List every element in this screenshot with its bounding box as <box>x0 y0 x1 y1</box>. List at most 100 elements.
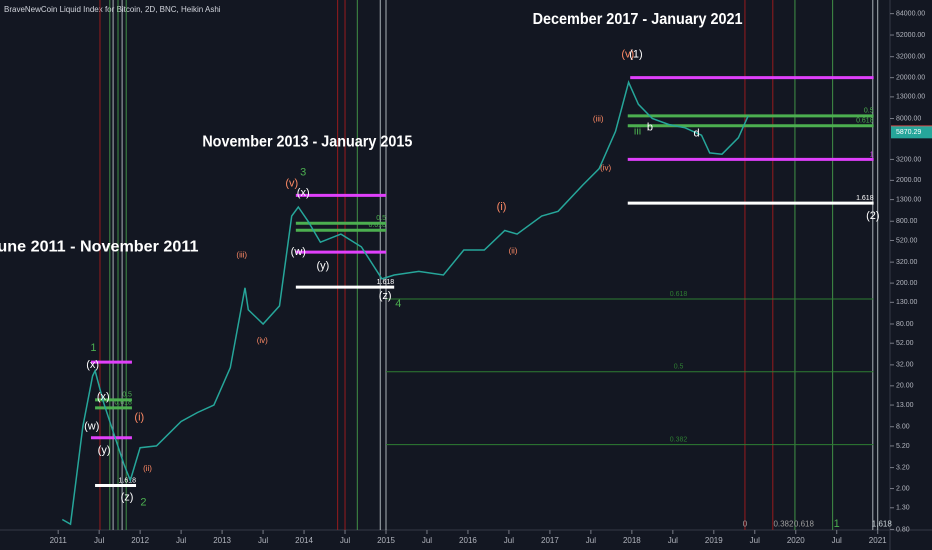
wave-label: b <box>647 121 653 133</box>
wave-label: 3 <box>300 166 306 178</box>
wave-label: (v) <box>621 49 634 61</box>
price-label: 5870.29 <box>896 129 921 136</box>
wave-label: (iv) <box>257 336 268 345</box>
wave-label: (iii) <box>236 250 247 259</box>
level-label: 0.618 <box>114 400 132 407</box>
x-tick-label: 2015 <box>377 536 395 545</box>
y-tick-label: 3200.00 <box>896 156 921 163</box>
x-tick-label: Jul <box>586 536 596 545</box>
x-tick-label: Jul <box>504 536 514 545</box>
wave-label: (iv) <box>600 163 611 172</box>
headline: November 2013 - January 2015 <box>202 134 412 151</box>
wave-label: 1.618 <box>872 519 893 528</box>
y-tick-label: 8000.00 <box>896 115 921 122</box>
wave-label: (z) <box>121 491 134 503</box>
wave-label: 1 <box>90 342 96 354</box>
y-tick-label: 1.30 <box>896 505 910 512</box>
wave-label: (i) <box>134 412 144 424</box>
wave-label: (iii) <box>593 115 604 124</box>
wave-label: 0 <box>743 519 748 528</box>
x-tick-label: 2018 <box>623 536 641 545</box>
y-tick-label: 3.20 <box>896 464 910 471</box>
wave-label: (x) <box>86 359 99 371</box>
y-tick-label: 32000.00 <box>896 54 925 61</box>
wave-label: (z) <box>379 290 392 302</box>
headline: June 2011 - November 2011 <box>0 238 199 255</box>
y-tick-label: 2000.00 <box>896 177 921 184</box>
wave-label: 0.618 <box>794 519 815 528</box>
wave-label: 2 <box>140 497 146 509</box>
x-tick-label: 2017 <box>541 536 559 545</box>
level-label: 0.5 <box>122 392 132 399</box>
level-label: 1.618 <box>377 279 395 286</box>
wave-label: (ii) <box>143 464 152 473</box>
y-tick-label: 8.00 <box>896 424 910 431</box>
y-tick-label: 320.00 <box>896 259 918 266</box>
level-label: 0.382 <box>670 437 688 444</box>
wave-label: (y) <box>316 260 329 272</box>
y-tick-label: 52000.00 <box>896 32 925 39</box>
y-tick-label: 130.00 <box>896 299 918 306</box>
y-tick-label: 32.00 <box>896 362 914 369</box>
y-tick-label: 520.00 <box>896 237 918 244</box>
level-label: 0.618 <box>856 118 874 125</box>
level-label: 0.5 <box>864 108 874 115</box>
y-tick-label: 52.00 <box>896 340 914 347</box>
x-tick-label: 2012 <box>131 536 149 545</box>
y-tick-label: 20000.00 <box>896 74 925 81</box>
level-label: 1.618 <box>856 195 874 202</box>
level-label: 0.5 <box>674 364 684 371</box>
x-tick-label: 2020 <box>787 536 805 545</box>
level-label: 0.5 <box>376 215 386 222</box>
wave-label: 0.382 <box>773 519 794 528</box>
y-tick-label: 0.80 <box>896 526 910 533</box>
y-tick-label: 84000.00 <box>896 10 925 17</box>
y-tick-label: 80.00 <box>896 321 914 328</box>
x-tick-label: Jul <box>750 536 760 545</box>
y-tick-label: 1300.00 <box>896 196 921 203</box>
x-tick-label: 2016 <box>459 536 477 545</box>
headline: December 2017 - January 2021 <box>533 11 743 28</box>
level-label: 0.618 <box>368 222 386 229</box>
y-tick-label: 13000.00 <box>896 94 925 101</box>
y-tick-label: 800.00 <box>896 218 918 225</box>
x-tick-label: Jul <box>832 536 842 545</box>
x-tick-label: Jul <box>258 536 268 545</box>
x-tick-label: 2011 <box>50 536 68 545</box>
x-tick-label: 2021 <box>869 536 887 545</box>
y-tick-label: 2.00 <box>896 485 910 492</box>
x-tick-label: Jul <box>422 536 432 545</box>
wave-label: (1) <box>629 49 642 61</box>
level-label: 1.618 <box>119 477 137 484</box>
wave-label: (x) <box>297 187 310 199</box>
x-tick-label: Jul <box>94 536 104 545</box>
wave-label: 4 <box>395 298 401 310</box>
y-tick-label: 5.20 <box>896 443 910 450</box>
wave-label: (v) <box>285 177 298 189</box>
wave-label: (y) <box>98 444 111 456</box>
level-label: 0.618 <box>670 291 688 298</box>
wave-label: (ii) <box>509 246 518 255</box>
wave-label: (w) <box>84 421 99 433</box>
x-tick-label: 2014 <box>295 536 313 545</box>
wave-label: iii <box>634 125 641 137</box>
wave-label: (x) <box>97 391 110 403</box>
x-tick-label: 2019 <box>705 536 723 545</box>
header: BraveNewCoin Liquid Index for Bitcoin, 2… <box>4 5 221 14</box>
wave-label: (2) <box>866 210 879 222</box>
y-tick-label: 13.00 <box>896 402 914 409</box>
wave-label: 1 <box>834 518 840 530</box>
x-tick-label: Jul <box>340 536 350 545</box>
wave-label: d <box>694 127 700 139</box>
y-tick-label: 200.00 <box>896 280 918 287</box>
wave-label: (w) <box>291 246 306 258</box>
level-label: 1 <box>870 151 874 158</box>
x-tick-label: Jul <box>176 536 186 545</box>
x-tick-label: 2013 <box>213 536 231 545</box>
x-tick-label: Jul <box>668 536 678 545</box>
price-line <box>61 80 749 526</box>
y-tick-label: 20.00 <box>896 383 914 390</box>
price-label-box <box>891 126 932 139</box>
